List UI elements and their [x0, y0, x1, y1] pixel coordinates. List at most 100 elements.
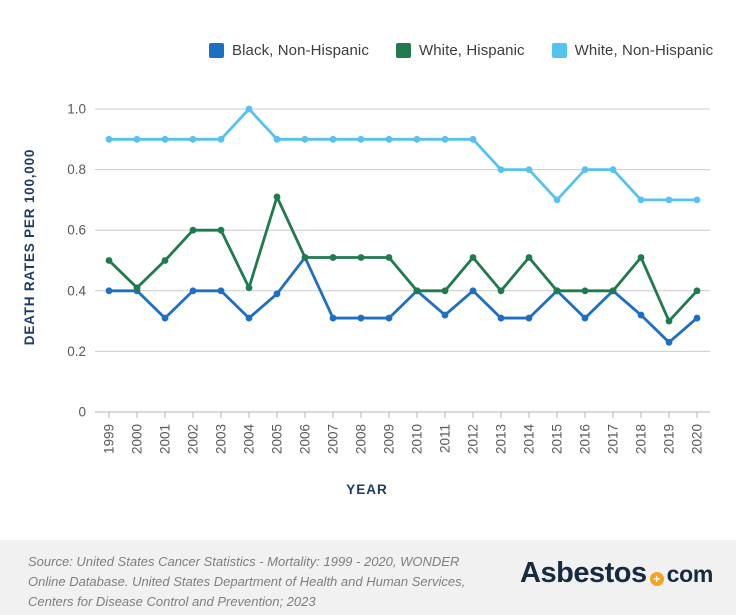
x-tick-label: 2010	[410, 424, 425, 454]
legend-label: White, Hispanic	[418, 42, 525, 59]
x-tick-label: 2009	[382, 424, 397, 454]
logo-tld: com	[666, 561, 714, 587]
data-point-white-hispanic	[301, 254, 309, 261]
data-point-white-non-hispanic	[441, 135, 449, 143]
data-point-white-hispanic	[357, 254, 365, 261]
data-point-white-hispanic	[441, 287, 449, 295]
data-point-black-non-hispanic	[497, 314, 505, 322]
data-point-white-hispanic	[413, 287, 421, 295]
data-point-black-non-hispanic	[525, 314, 533, 322]
data-point-black-non-hispanic	[161, 314, 169, 322]
data-point-black-non-hispanic	[469, 287, 477, 295]
line-chart: DEATH RATES PER 100,000 0 0.2 0.4 0.6 0.8 1.0…	[0, 85, 736, 515]
data-point-white-hispanic	[161, 257, 169, 264]
data-point-white-hispanic	[385, 254, 393, 261]
data-point-white-non-hispanic	[105, 135, 113, 143]
data-point-black-non-hispanic	[273, 290, 281, 298]
data-point-white-non-hispanic	[553, 196, 561, 204]
x-tick-label: 2012	[466, 424, 481, 454]
data-point-white-hispanic	[665, 317, 673, 325]
x-tick-label: 2018	[634, 424, 649, 454]
data-point-white-non-hispanic	[581, 166, 589, 173]
data-point-white-non-hispanic	[133, 135, 141, 143]
data-point-white-non-hispanic	[609, 166, 617, 173]
source-line: Source: United States Cancer Statistics …	[28, 554, 460, 569]
x-tick-label: 2015	[550, 424, 565, 454]
data-point-white-hispanic	[133, 284, 141, 292]
x-tick-label: 2006	[298, 424, 313, 454]
data-point-black-non-hispanic	[357, 314, 365, 322]
y-axis-title: DEATH RATES PER 100,000	[22, 149, 37, 345]
series-line-white-non-hispanic	[107, 107, 699, 202]
data-point-white-non-hispanic	[357, 135, 365, 143]
legend-swatch-icon	[551, 43, 567, 58]
data-point-black-non-hispanic	[693, 314, 701, 322]
legend-item-white-hispanic: White, Hispanic	[395, 42, 525, 59]
data-point-black-non-hispanic	[189, 287, 197, 295]
y-tick-label: 0.4	[67, 283, 86, 298]
data-point-white-non-hispanic	[329, 135, 337, 143]
data-point-white-non-hispanic	[189, 135, 197, 143]
x-tick-label: 2013	[494, 424, 509, 454]
data-point-white-non-hispanic	[217, 135, 225, 143]
plus-circle-icon: +	[649, 572, 664, 586]
x-tick-label: 2004	[242, 424, 257, 455]
data-point-black-non-hispanic	[105, 287, 113, 295]
data-point-white-hispanic	[553, 287, 561, 295]
data-point-white-non-hispanic	[525, 166, 533, 173]
x-tick-label: 2001	[158, 424, 173, 454]
data-point-white-non-hispanic	[693, 196, 701, 204]
data-point-white-hispanic	[105, 257, 113, 264]
data-point-white-non-hispanic	[161, 135, 169, 143]
x-tick-label: 2002	[186, 424, 201, 454]
y-tick-label: 0.2	[67, 344, 86, 359]
data-point-white-non-hispanic	[469, 135, 477, 143]
data-point-white-non-hispanic	[637, 196, 645, 204]
x-tick-label: 1999	[102, 424, 117, 454]
data-point-black-non-hispanic	[385, 314, 393, 322]
legend-swatch-icon	[209, 43, 224, 58]
data-point-white-hispanic	[217, 226, 225, 234]
data-point-white-hispanic	[637, 254, 645, 261]
data-point-white-hispanic	[273, 193, 281, 201]
data-point-white-hispanic	[329, 254, 337, 261]
legend-swatch-icon	[395, 43, 411, 58]
data-point-black-non-hispanic	[665, 338, 673, 346]
data-point-white-hispanic	[497, 287, 505, 295]
data-point-white-hispanic	[693, 287, 701, 295]
legend-item-white-non-hispanic: White, Non-Hispanic	[551, 42, 714, 59]
x-tick-label: 2008	[354, 424, 369, 454]
x-tick-label: 2014	[522, 424, 537, 455]
data-point-black-non-hispanic	[581, 314, 589, 322]
data-point-white-non-hispanic	[245, 105, 253, 113]
x-tick-label: 2017	[606, 424, 621, 454]
asbestos-com-logo: Asbestos + com	[520, 557, 713, 590]
legend-label: Black, Non-Hispanic	[232, 42, 369, 59]
x-tick-label: 2016	[578, 424, 593, 454]
y-tick-label: 0	[78, 405, 86, 420]
data-point-black-non-hispanic	[441, 311, 449, 319]
source-line: Centers for Disease Control and Preventi…	[28, 593, 316, 609]
x-tick-label: 2003	[214, 424, 229, 454]
data-point-white-hispanic	[469, 254, 477, 261]
y-tick-label: 1.0	[67, 102, 86, 117]
x-tick-label: 2000	[130, 424, 145, 454]
x-tick-label: 2011	[438, 424, 453, 453]
data-point-black-non-hispanic	[217, 287, 225, 295]
data-point-white-hispanic	[581, 287, 589, 295]
x-tick-label: 2007	[326, 424, 341, 454]
data-point-white-hispanic	[189, 226, 197, 234]
data-point-white-non-hispanic	[385, 135, 393, 143]
y-tick-label: 0.6	[67, 223, 86, 238]
x-axis-title: YEAR	[346, 482, 388, 497]
data-point-white-non-hispanic	[301, 135, 309, 143]
x-tick-label: 2019	[662, 424, 677, 454]
data-point-white-non-hispanic	[273, 135, 281, 143]
chart-legend: Black, Non-Hispanic White, Hispanic Whit…	[209, 42, 713, 59]
data-point-white-hispanic	[525, 254, 533, 261]
legend-item-black-non-hispanic: Black, Non-Hispanic	[209, 42, 369, 59]
data-point-white-non-hispanic	[665, 196, 673, 204]
data-point-white-non-hispanic	[497, 166, 505, 173]
data-point-white-hispanic	[609, 287, 617, 295]
